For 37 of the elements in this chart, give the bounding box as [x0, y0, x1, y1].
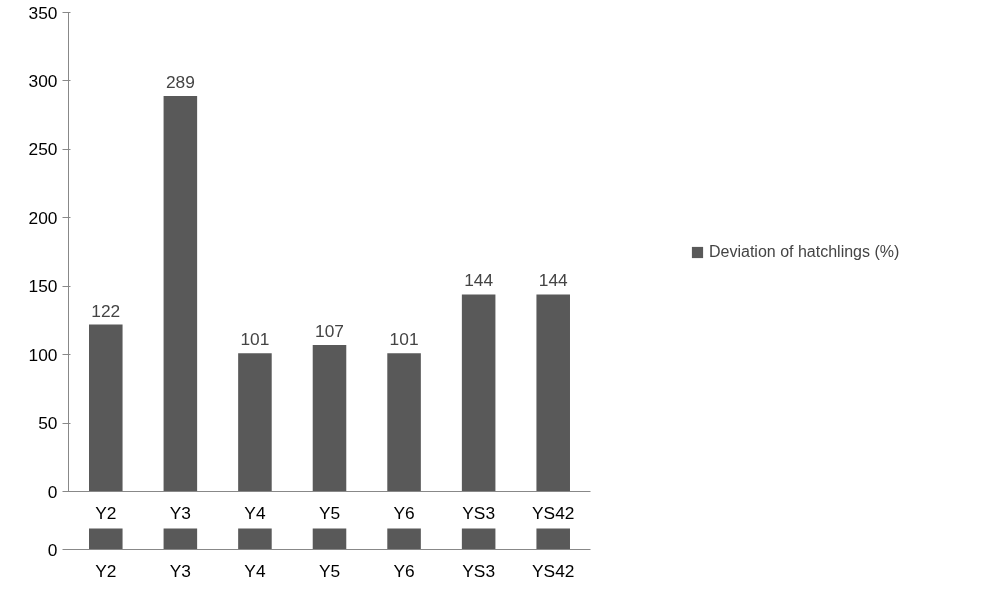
data-label: 144 — [538, 270, 569, 291]
data-label: 101 — [389, 329, 419, 350]
x-tick-label: Y2 — [95, 502, 117, 523]
y-tick-label: 250 — [28, 139, 58, 160]
x-tick-label: YS42 — [532, 502, 575, 523]
y-tick-label: 0 — [47, 481, 58, 502]
data-label: 122 — [91, 300, 121, 321]
x-tick-label: Y5 — [318, 502, 341, 523]
data-label: 289 — [165, 71, 195, 92]
bar — [312, 345, 347, 492]
data-label: 144 — [464, 270, 494, 291]
bar — [238, 353, 272, 492]
y-tick-label: 50 — [38, 413, 58, 434]
y-tick-label: 300 — [28, 70, 58, 91]
bar — [89, 324, 123, 492]
bar — [536, 294, 570, 492]
y-tick-label: 200 — [28, 207, 58, 228]
y-tick-label: 150 — [28, 276, 58, 297]
legend-label: Deviation of hatchlings (%) — [709, 242, 900, 261]
data-label: 107 — [315, 321, 344, 342]
bar — [163, 95, 198, 492]
x-tick-label: Y5 — [318, 560, 341, 581]
bar — [461, 294, 496, 492]
x-tick-label: Y4 — [244, 502, 266, 523]
data-label: 101 — [240, 329, 270, 350]
x-tick-label: YS42 — [532, 560, 575, 581]
x-tick-label: Y6 — [393, 502, 415, 523]
x-tick-label: Y4 — [244, 560, 266, 581]
bar — [387, 353, 421, 492]
x-tick-label: Y3 — [169, 502, 191, 523]
y-tick-label: 100 — [28, 344, 58, 365]
x-tick-label: YS3 — [462, 502, 496, 523]
x-tick-label: YS3 — [462, 560, 496, 581]
x-tick-label: Y3 — [169, 560, 191, 581]
x-tick-label: Y2 — [95, 560, 117, 581]
y-tick-label: 350 — [28, 2, 58, 23]
x-tick-label: Y6 — [393, 560, 415, 581]
